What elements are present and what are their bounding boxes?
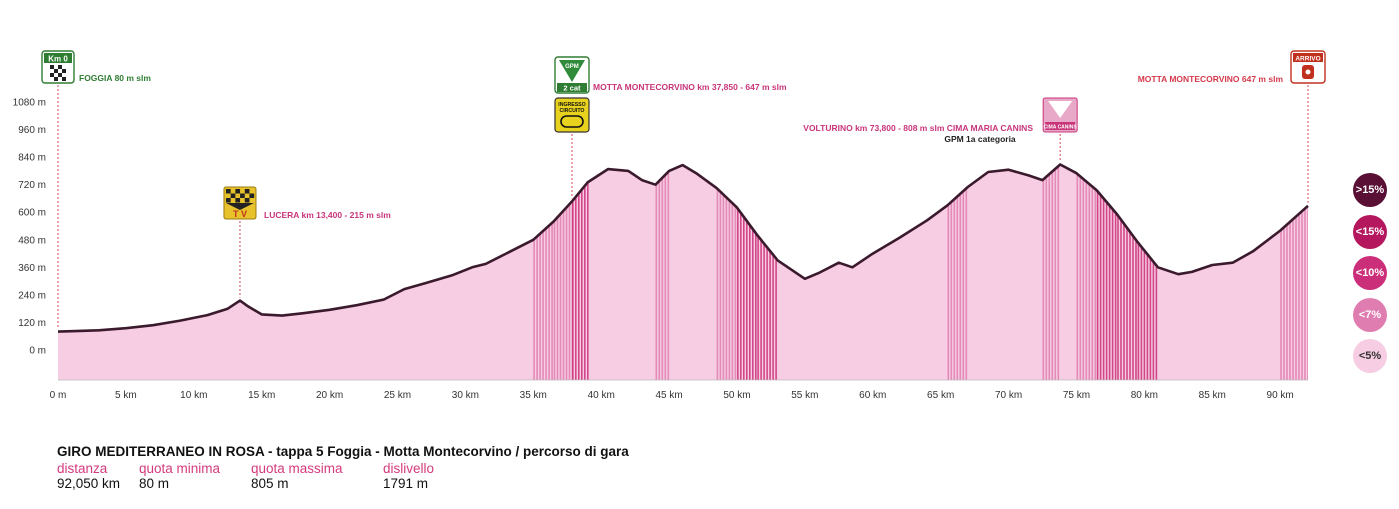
x-tick-label: 30 km xyxy=(452,390,479,401)
y-axis: 1080 m 960 m 840 m 720 m 600 m 480 m 360 m 240 … xyxy=(13,98,46,357)
y-tick-label: 360 m xyxy=(18,263,46,274)
y-tick-label: 960 m xyxy=(18,125,46,136)
stat-distance: distanza 92,050 km xyxy=(57,461,139,491)
km0-text: Km 0 xyxy=(48,55,68,64)
x-tick-label: 35 km xyxy=(520,390,547,401)
x-tick-label: 55 km xyxy=(791,390,818,401)
stat-value: 1791 m xyxy=(383,476,429,491)
legend-item: <15% xyxy=(1353,214,1387,249)
marker-label: MOTTA MONTECORVINO km 37,850 - 647 m slm xyxy=(593,82,787,92)
legend-item: <5% xyxy=(1353,339,1387,373)
stat-label: quota massima xyxy=(251,461,343,476)
cima-icon: CIMA CANINS xyxy=(1042,97,1078,133)
gpm-text: GPM xyxy=(565,64,579,70)
marker-label: FOGGIA 80 m slm xyxy=(79,73,151,83)
stat-value: 80 m xyxy=(139,476,170,491)
stat-value: 805 m xyxy=(251,476,289,491)
stage-stats: distanza 92,050 km quota minima 80 m quo… xyxy=(57,461,629,491)
elevation-profile-chart: 1080 m 960 m 840 m 720 m 600 m 480 m 360 m 240 … xyxy=(13,50,1326,401)
tv-icon: T V xyxy=(223,186,257,220)
x-tick-label: 90 km xyxy=(1267,390,1294,401)
marker-label: MOTTA MONTECORVINO 647 m slm xyxy=(1138,74,1284,84)
y-tick-label: 120 m xyxy=(18,318,46,329)
arrivo-icon: ARRIVO xyxy=(1290,50,1326,84)
profile-area xyxy=(57,163,1309,380)
stat-label: quota minima xyxy=(139,461,221,476)
x-axis: 0 m 5 km 10 km 15 km 20 km 25 km 30 km 35 km 40 … xyxy=(50,379,1308,401)
legend-item: <7% xyxy=(1353,297,1387,332)
x-tick-label: 65 km xyxy=(927,390,954,401)
x-tick-label: 45 km xyxy=(655,390,682,401)
stat-elevation-gain: dislivello 1791 m xyxy=(383,461,473,491)
gpm-cat-text: 2 cat xyxy=(563,84,581,93)
x-tick-label: 50 km xyxy=(723,390,750,401)
x-tick-label: 75 km xyxy=(1063,390,1090,401)
marker-sublabel: GPM 1a categoria xyxy=(944,134,1016,144)
legend-item: <10% xyxy=(1353,256,1387,290)
y-tick-label: 840 m xyxy=(18,153,46,164)
y-tick-label: 720 m xyxy=(18,180,46,191)
km0-icon: Km 0 xyxy=(41,50,75,84)
x-tick-label: 20 km xyxy=(316,390,343,401)
stage-title: GIRO MEDITERRANEO IN ROSA - tappa 5 Fogg… xyxy=(57,444,629,459)
y-tick-label: 480 m xyxy=(18,235,46,246)
profile-fill xyxy=(58,164,1308,380)
stat-value: 92,050 km xyxy=(57,476,121,491)
circuit-text: CIRCUITO xyxy=(559,108,584,114)
gpm-icon: GPM 2 cat xyxy=(554,56,590,94)
arrivo-text: ARRIVO xyxy=(1295,56,1320,63)
tv-text: T V xyxy=(233,209,247,219)
x-tick-label: 5 km xyxy=(115,390,137,401)
loop-icon xyxy=(560,115,584,128)
stat-min-altitude: quota minima 80 m xyxy=(139,461,251,491)
x-tick-label: 10 km xyxy=(180,390,207,401)
gradient-legend: >15% <15% <10% <7% <5% xyxy=(1353,173,1387,381)
x-tick-label: 25 km xyxy=(384,390,411,401)
stat-max-altitude: quota massima 805 m xyxy=(251,461,383,491)
marker-label: VOLTURINO km 73,800 - 808 m slm CIMA MAR… xyxy=(803,123,1033,133)
stage-info: GIRO MEDITERRANEO IN ROSA - tappa 5 Fogg… xyxy=(57,444,629,491)
x-tick-label: 40 km xyxy=(588,390,615,401)
gradient-bands xyxy=(533,164,1308,380)
marker-label: LUCERA km 13,400 - 215 m slm xyxy=(264,210,391,220)
legend-item: >15% xyxy=(1353,173,1387,207)
x-tick-label: 60 km xyxy=(859,390,886,401)
x-tick-label: 85 km xyxy=(1199,390,1226,401)
stat-label: dislivello xyxy=(383,461,435,476)
y-tick-label: 240 m xyxy=(18,290,46,301)
x-tick-label: 15 km xyxy=(248,390,275,401)
profile-line xyxy=(57,163,1309,333)
circuit-text: INGRESSO xyxy=(558,102,585,108)
y-tick-label: 1080 m xyxy=(13,98,46,109)
x-tick-label: 70 km xyxy=(995,390,1022,401)
x-tick-label: 0 m xyxy=(50,390,67,401)
x-tick-label: 80 km xyxy=(1131,390,1158,401)
route-markers: Km 0 FOGGIA 80 m slm T V LUCERA km 13,400 -… xyxy=(41,50,1326,329)
y-tick-label: 600 m xyxy=(18,208,46,219)
y-tick-label: 0 m xyxy=(29,346,46,357)
stat-label: distanza xyxy=(57,461,108,476)
cima-text: CIMA CANINS xyxy=(1044,125,1078,131)
